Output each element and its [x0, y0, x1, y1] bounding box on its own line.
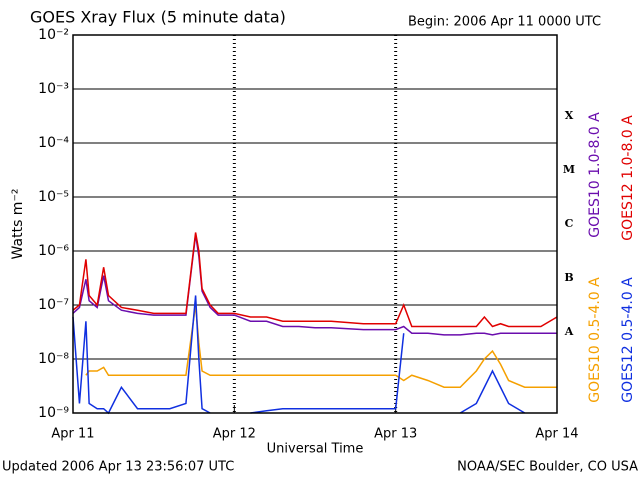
class-label: C — [565, 217, 574, 230]
series-line — [72, 232, 558, 328]
class-label: X — [565, 109, 574, 122]
y-tick-label: 10⁻⁴ — [38, 135, 69, 151]
y-tick-label: 10⁻⁷ — [38, 297, 69, 313]
footer-right: NOAA/SEC Boulder, CO USA — [457, 460, 638, 475]
series-line — [72, 295, 526, 415]
chart-subtitle: Begin: 2006 Apr 11 0000 UTC — [408, 15, 601, 30]
y-tick-label: 10⁻⁵ — [38, 189, 69, 205]
class-label: M — [563, 163, 575, 176]
footer-left: Updated 2006 Apr 13 23:56:07 UTC — [2, 460, 234, 475]
y-axis-label: Watts m⁻² — [10, 189, 26, 260]
y-tick-label: 10⁻⁶ — [38, 243, 69, 259]
legend-entry: GOES12 0.5-4.0 A — [620, 277, 636, 403]
x-tick-label: Apr 13 — [374, 427, 417, 442]
plot-frame — [72, 34, 558, 414]
y-tick-label: 10⁻⁸ — [38, 351, 69, 367]
x-axis-label: Universal Time — [267, 442, 364, 457]
y-tick-label: 10⁻² — [38, 27, 69, 43]
series-line — [72, 234, 557, 336]
legend-entry: GOES10 0.5-4.0 A — [587, 277, 603, 403]
x-tick-label: Apr 11 — [51, 427, 94, 442]
x-tick-label: Apr 12 — [213, 427, 256, 442]
x-tick-label: Apr 14 — [535, 427, 578, 442]
series-line — [85, 304, 557, 388]
chart-title: GOES Xray Flux (5 minute data) — [30, 8, 286, 27]
y-tick-label: 10⁻⁹ — [38, 405, 69, 421]
y-tick-label: 10⁻³ — [38, 81, 69, 97]
legend-entry: GOES12 1.0-8.0 A — [620, 115, 636, 241]
class-label: A — [564, 325, 574, 338]
class-label: B — [564, 271, 573, 284]
legend-entry: GOES10 1.0-8.0 A — [587, 112, 603, 238]
